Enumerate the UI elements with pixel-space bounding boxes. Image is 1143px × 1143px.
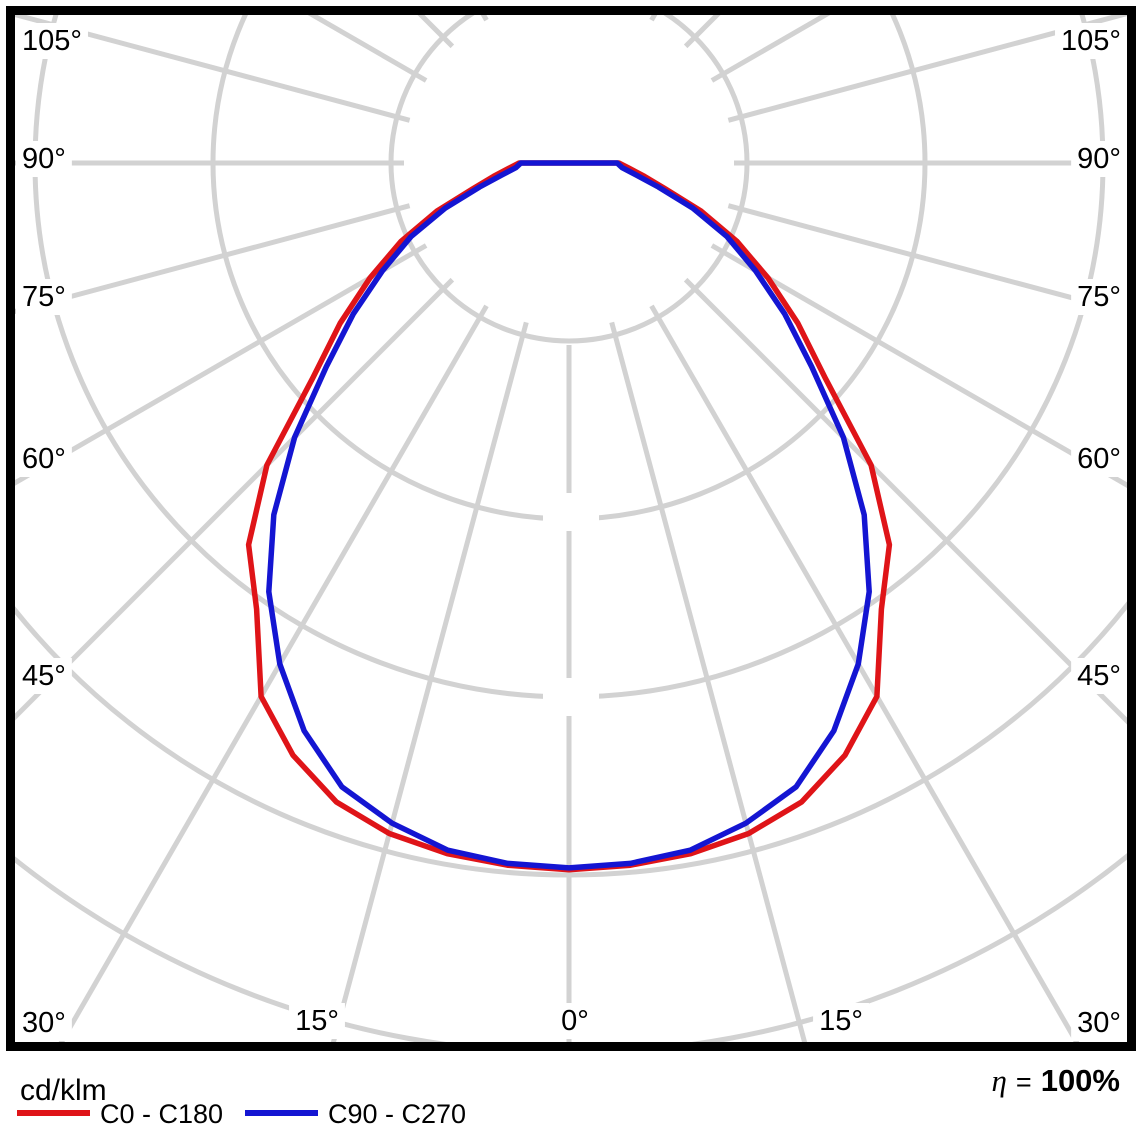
legend-label-c0-c180: C0 - C180: [100, 1099, 223, 1129]
grid-spoke--60: [15, 243, 428, 486]
grid-spoke-60: [710, 243, 1127, 489]
axis-label-gap-0: [543, 493, 599, 531]
angle-label-bottom-1: 0°: [561, 1005, 589, 1037]
angle-label-left-0: 105°: [22, 25, 82, 57]
value-axis-gaps: [543, 493, 599, 716]
angle-label-right-4: 45°: [1077, 660, 1121, 692]
label-halo: [16, 141, 72, 177]
angle-label-left-2: 75°: [22, 281, 66, 313]
grid-spoke--75: [15, 203, 411, 315]
curve-c90-c270: [266, 160, 872, 871]
eta-value: 100%: [1041, 1063, 1120, 1098]
axis-label-gap-1: [543, 678, 599, 716]
footer: cd/klm C0 - C180 C90 - C270 η = 100%: [17, 1063, 1120, 1129]
angle-labels: 105° 90° 75° 60° 45° 30° 105° 90° 75° 60° 45° 30° 15…: [16, 23, 1127, 1041]
angle-label-right-1: 90°: [1077, 143, 1121, 175]
label-halo: [16, 658, 72, 694]
label-halo: [16, 1005, 72, 1041]
grid-spoke-30: [649, 304, 1080, 1042]
eta-equals: =: [1016, 1067, 1032, 1097]
angle-label-right-2: 75°: [1077, 281, 1121, 313]
label-halo: [1071, 279, 1127, 315]
label-halo: [1071, 658, 1127, 694]
label-halo: [813, 1003, 869, 1039]
label-halo: [1071, 441, 1127, 477]
angle-label-right-0: 105°: [1061, 25, 1121, 57]
label-halo: [555, 1003, 595, 1039]
angle-label-left-5: 30°: [22, 1007, 66, 1039]
label-halo: [16, 441, 72, 477]
label-halo: [16, 279, 72, 315]
angle-label-left-3: 60°: [22, 443, 66, 475]
grid-spoke-15: [609, 321, 808, 1042]
angle-label-left-1: 90°: [22, 143, 66, 175]
grid-spoke-75: [727, 203, 1127, 316]
angle-label-bottom-0: 15°: [295, 1005, 339, 1037]
label-halo: [1055, 23, 1127, 59]
legend-label-c90-c270: C90 - C270: [328, 1099, 466, 1129]
plot-border: [6, 6, 1136, 1051]
grid-spoke-165: [612, 0, 983, 4]
label-halo: [1071, 1005, 1127, 1041]
grid-spoke--105: [15, 15, 411, 123]
angle-label-right-5: 30°: [1077, 1007, 1121, 1039]
label-halo: [1071, 141, 1127, 177]
angle-label-right-3: 60°: [1077, 443, 1121, 475]
grid-spoke--165: [155, 0, 526, 4]
grid-spoke-105: [727, 15, 1127, 123]
label-halo: [16, 23, 88, 59]
angle-label-bottom-2: 15°: [819, 1005, 863, 1037]
intensity-curves: [245, 160, 893, 873]
grid-spoke-45: [683, 277, 1127, 725]
grid-spoke--30: [58, 304, 489, 1042]
units-label: cd/klm: [20, 1074, 107, 1107]
eta-symbol: η: [992, 1063, 1007, 1098]
angle-label-left-4: 45°: [22, 660, 66, 692]
label-halo: [289, 1003, 345, 1039]
grid-spoke--45: [15, 277, 455, 721]
efficiency-text: η = 100%: [992, 1063, 1120, 1098]
